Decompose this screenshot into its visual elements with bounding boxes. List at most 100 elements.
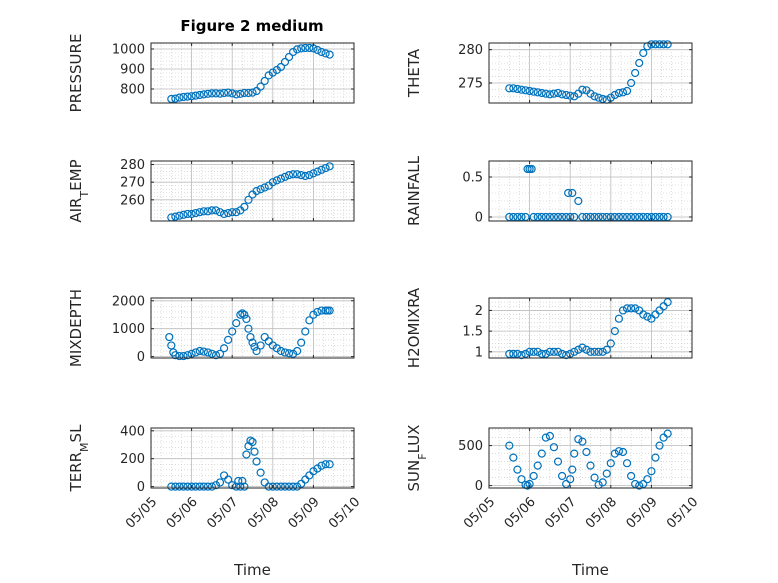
data-point [594,347,603,356]
data-point [631,68,640,78]
data-point [224,208,233,218]
data-point [268,178,277,187]
data-point [179,210,188,219]
data-point [566,475,575,484]
data-point [219,88,229,98]
data-point [317,165,326,174]
data-point [505,441,514,450]
data-point [505,84,514,93]
subplot-rainfall: 0 0.5 RAINFALL [405,155,693,226]
data-point [317,47,326,57]
data-point [313,167,322,176]
data-point [537,88,546,98]
data-point [236,482,245,491]
data-point [533,461,542,470]
data-point [578,437,587,446]
data-point [240,88,249,98]
data-point [313,464,322,473]
data-point [566,91,575,100]
data-point [301,475,310,484]
data-point [293,346,302,356]
data-point [167,482,176,491]
data-point [525,86,534,96]
data-point [232,482,241,491]
data-point [224,88,233,97]
data-point [305,471,314,480]
data-point [280,348,290,357]
data-series [165,306,334,361]
data-point [183,482,192,491]
data-point [529,87,538,96]
data-point [553,88,563,98]
y-tick-label: 2 [475,304,483,319]
x-axis-label: Time [571,561,609,579]
data-point [541,349,550,358]
y-tick-label: 0 [475,479,483,494]
data-point [171,212,180,221]
data-point [284,171,294,180]
data-point [219,344,229,353]
data-point [570,347,579,356]
data-point [655,306,664,315]
data-point [568,465,577,474]
data-point [284,482,294,491]
data-point [663,298,672,307]
data-point [179,351,188,361]
data-point [557,471,567,481]
data-point [586,461,595,470]
data-series [167,43,334,104]
data-point [562,351,571,360]
data-point [626,304,636,313]
data-point [568,188,577,198]
data-point [643,475,652,484]
data-point [260,478,269,487]
data-point [203,482,212,491]
data-point [297,171,306,180]
data-point [252,457,261,466]
data-point [545,90,555,99]
data-point [517,475,526,484]
data-point [614,88,624,98]
data-series [167,436,334,491]
data-point [527,164,536,174]
data-point [533,347,542,356]
data-point [545,431,555,441]
y-tick-label: 275 [458,77,483,92]
data-point [590,473,599,482]
data-point [232,90,241,99]
data-point [175,211,184,220]
data-point [635,306,644,315]
data-point [301,327,310,336]
data-point [305,316,314,325]
data-point [224,475,233,484]
data-point [272,176,281,185]
data-point [191,482,200,491]
data-point [179,482,188,491]
data-point [244,195,253,204]
data-point [207,349,216,358]
data-point [293,170,302,179]
y-axis-label: AIRTEMP [67,159,91,222]
data-point [248,88,257,97]
data-point [256,82,265,91]
data-point [203,207,212,216]
data-point [582,447,591,457]
data-point [171,351,180,360]
y-axis-label: THETA [405,48,423,98]
data-point [325,306,334,315]
data-point [622,86,632,96]
data-point [313,45,322,55]
data-point [195,482,204,491]
data-point [297,479,306,488]
axes-box [150,297,355,359]
data-point [325,50,334,59]
data-point [293,482,302,491]
data-point [219,471,229,480]
data-point [663,40,672,49]
data-point [622,459,632,468]
data-point [207,482,216,491]
data-point [578,85,587,94]
data-point [325,162,334,171]
subplot-mixdepth: 0 1000 2000 MIXDEPTH [67,289,355,367]
